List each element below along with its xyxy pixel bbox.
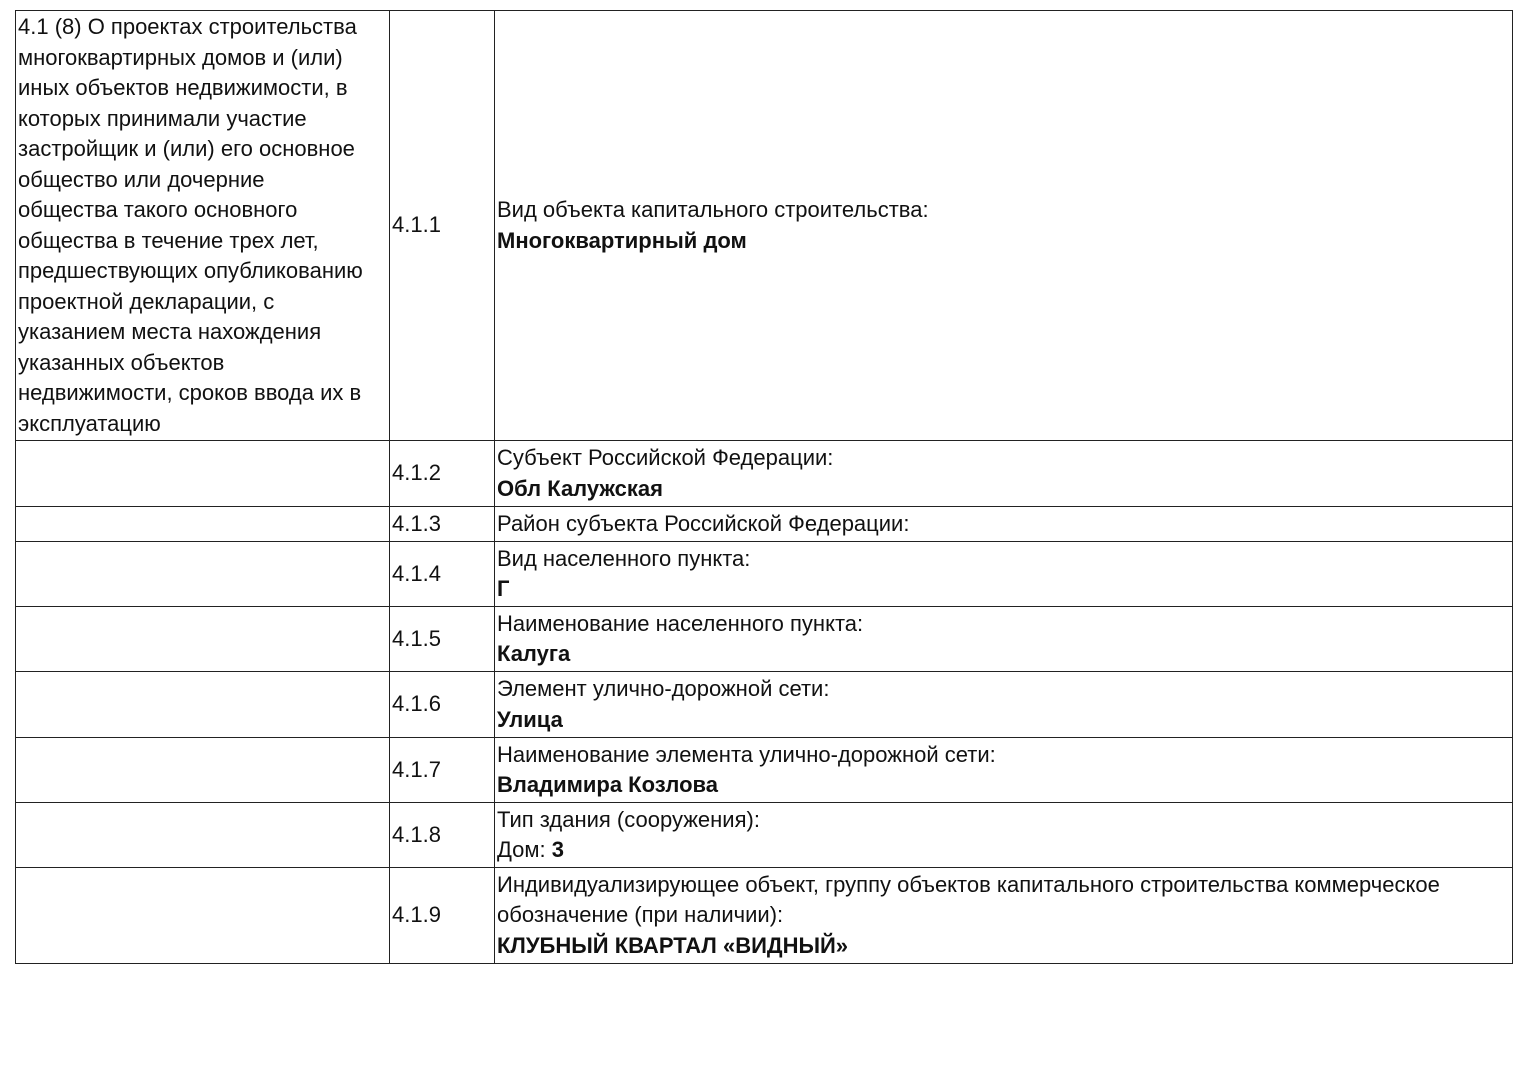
empty-cell bbox=[15, 506, 390, 542]
section-title-line: общество или дочерние bbox=[18, 166, 265, 192]
table-row: 4.1.2 Субъект Российской Федерации: Обл … bbox=[15, 440, 1513, 507]
field-value: Улица bbox=[497, 706, 563, 732]
section-title-line: которых принимали участие bbox=[18, 105, 307, 131]
empty-cell bbox=[15, 802, 390, 868]
row-content: Наименование элемента улично-дорожной се… bbox=[494, 737, 1513, 803]
table-row: 4.1 (8) О проектах строительства многокв… bbox=[15, 10, 1513, 441]
row-content: Наименование населенного пункта: Калуга bbox=[494, 606, 1513, 672]
empty-cell bbox=[15, 606, 390, 672]
section-title-line: застройщик и (или) его основное bbox=[18, 136, 355, 161]
field-label: Вид населенного пункта: bbox=[497, 545, 751, 571]
table-row: 4.1.3 Район субъекта Российской Федераци… bbox=[15, 506, 1513, 542]
row-number: 4.1.7 bbox=[389, 737, 495, 803]
field-label: Район субъекта Российской Федерации: bbox=[497, 510, 910, 536]
empty-cell bbox=[15, 541, 390, 607]
field-label: Тип здания (сооружения): bbox=[497, 806, 760, 832]
field-value: Владимира Козлова bbox=[497, 772, 718, 797]
row-number: 4.1.1 bbox=[389, 10, 495, 441]
table-row: 4.1.6 Элемент улично-дорожной сети: Улиц… bbox=[15, 671, 1513, 738]
row-number: 4.1.9 bbox=[389, 867, 495, 964]
empty-cell bbox=[15, 671, 390, 738]
section-title-line: многоквартирных домов и (или) bbox=[18, 44, 343, 70]
table-row: 4.1.7 Наименование элемента улично-дорож… bbox=[15, 737, 1513, 803]
section-title-line: проектной декларации, с bbox=[18, 288, 275, 314]
row-number: 4.1.3 bbox=[389, 506, 495, 542]
empty-cell bbox=[15, 440, 390, 507]
field-value: 3 bbox=[551, 837, 564, 862]
field-value: Многоквартирный дом bbox=[497, 227, 747, 253]
row-content: Вид объекта капитального строительства: … bbox=[494, 10, 1513, 441]
row-content: Тип здания (сооружения): Дом: 3 bbox=[494, 802, 1513, 868]
section-title-line: 4.1 (8) О проектах строительства bbox=[18, 14, 357, 39]
row-number: 4.1.5 bbox=[389, 606, 495, 672]
row-content: Индивидуализирующее объект, группу объек… bbox=[494, 867, 1513, 964]
section-title-line: указанием места нахождения bbox=[18, 319, 322, 344]
section-title-line: иных объектов недвижимости, в bbox=[18, 75, 348, 100]
table-row: 4.1.8 Тип здания (сооружения): Дом: 3 bbox=[15, 802, 1513, 868]
empty-cell bbox=[15, 867, 390, 964]
section-title-line: предшествующих опубликованию bbox=[18, 258, 363, 283]
field-label: обозначение (при наличии): bbox=[497, 902, 784, 928]
field-value: Калуга bbox=[497, 641, 571, 666]
section-title-line: общества в течение трех лет, bbox=[18, 227, 319, 253]
field-value: Г bbox=[497, 576, 510, 601]
row-number: 4.1.2 bbox=[389, 440, 495, 507]
row-content: Элемент улично-дорожной сети: Улица bbox=[494, 671, 1513, 738]
row-content: Вид населенного пункта: Г bbox=[494, 541, 1513, 607]
field-value: Обл Калужская bbox=[497, 475, 663, 501]
table-row: 4.1.4 Вид населенного пункта: Г bbox=[15, 541, 1513, 607]
field-label: Наименование элемента улично-дорожной се… bbox=[497, 741, 996, 767]
field-value-prefix: Дом: bbox=[497, 837, 552, 862]
empty-cell bbox=[15, 737, 390, 803]
table-row: 4.1.9 Индивидуализирующее объект, группу… bbox=[15, 867, 1513, 964]
row-number: 4.1.8 bbox=[389, 802, 495, 868]
field-label: Наименование населенного пункта: bbox=[497, 610, 864, 636]
row-number: 4.1.4 bbox=[389, 541, 495, 607]
section-title-line: общества такого основного bbox=[18, 197, 298, 222]
field-value-line: Дом: 3 bbox=[497, 835, 1512, 866]
project-info-table: 4.1 (8) О проектах строительства многокв… bbox=[15, 10, 1513, 964]
field-label: Индивидуализирующее объект, группу объек… bbox=[497, 871, 1440, 897]
field-label: Субъект Российской Федерации: bbox=[497, 445, 834, 470]
field-value: КЛУБНЫЙ КВАРТАЛ «ВИДНЫЙ» bbox=[497, 932, 849, 958]
row-content: Субъект Российской Федерации: Обл Калужс… bbox=[494, 440, 1513, 507]
table-row: 4.1.5 Наименование населенного пункта: К… bbox=[15, 606, 1513, 672]
field-label: Элемент улично-дорожной сети: bbox=[497, 676, 830, 701]
row-content: Район субъекта Российской Федерации: bbox=[494, 506, 1513, 542]
section-title-line: указанных объектов bbox=[18, 349, 225, 375]
section-title-line: недвижимости, сроков ввода их в bbox=[18, 380, 362, 405]
row-number: 4.1.6 bbox=[389, 671, 495, 738]
section-title-line: эксплуатацию bbox=[18, 410, 161, 436]
section-title-cell: 4.1 (8) О проектах строительства многокв… bbox=[15, 10, 390, 441]
field-label: Вид объекта капитального строительства: bbox=[497, 197, 929, 222]
